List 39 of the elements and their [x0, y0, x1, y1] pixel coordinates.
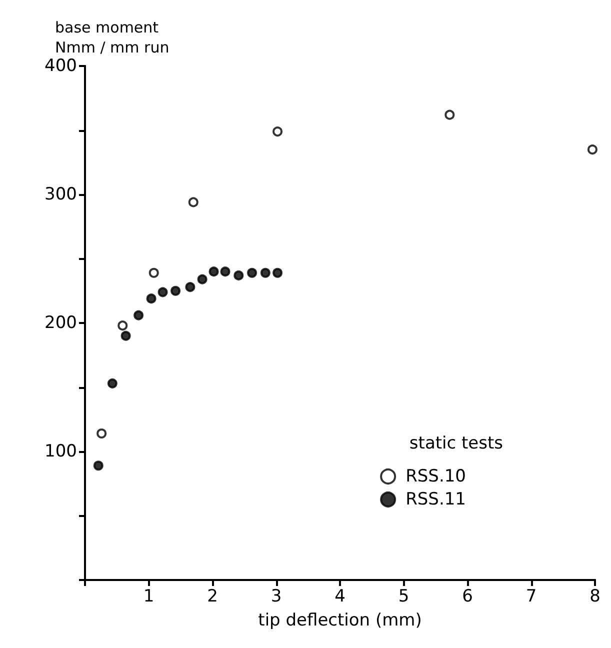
legend-label: RSS.10	[406, 466, 466, 486]
x-tick-label: 4	[334, 586, 346, 606]
point	[260, 268, 270, 278]
point	[148, 268, 159, 278]
point	[146, 294, 156, 304]
point	[158, 287, 168, 298]
y-tick-label: 200	[44, 313, 77, 333]
point	[587, 144, 598, 155]
point	[93, 460, 104, 471]
x-tick-label: 8	[590, 586, 600, 606]
point	[96, 428, 107, 439]
point	[444, 110, 455, 120]
point	[120, 330, 131, 341]
y-tick-label: 400	[44, 56, 77, 76]
y-axis-title: base moment Nmm / mm run	[55, 18, 170, 57]
point	[107, 378, 118, 388]
point	[134, 310, 144, 320]
point	[118, 320, 128, 331]
legend-label: RSS.11	[406, 490, 466, 510]
y-tick-label: 100	[44, 442, 77, 462]
legend-title: static tests	[409, 434, 504, 454]
x-axis-title: tip deflection (mm)	[258, 610, 422, 630]
x-tick-label: 3	[270, 586, 282, 606]
x-tick-label: 6	[462, 586, 473, 606]
point	[234, 270, 244, 280]
point	[170, 286, 181, 296]
point	[185, 282, 196, 292]
point	[197, 274, 208, 284]
point	[247, 268, 258, 278]
x-tick-label: 7	[526, 586, 537, 606]
x-tick-label: 5	[398, 586, 410, 606]
point	[272, 126, 283, 137]
x-tick-label: 1	[143, 586, 154, 606]
point	[272, 268, 283, 278]
point	[188, 197, 198, 208]
y-tick-label: 300	[44, 184, 77, 204]
point	[220, 266, 230, 277]
point	[208, 266, 219, 277]
x-tick-label: 2	[207, 586, 218, 606]
